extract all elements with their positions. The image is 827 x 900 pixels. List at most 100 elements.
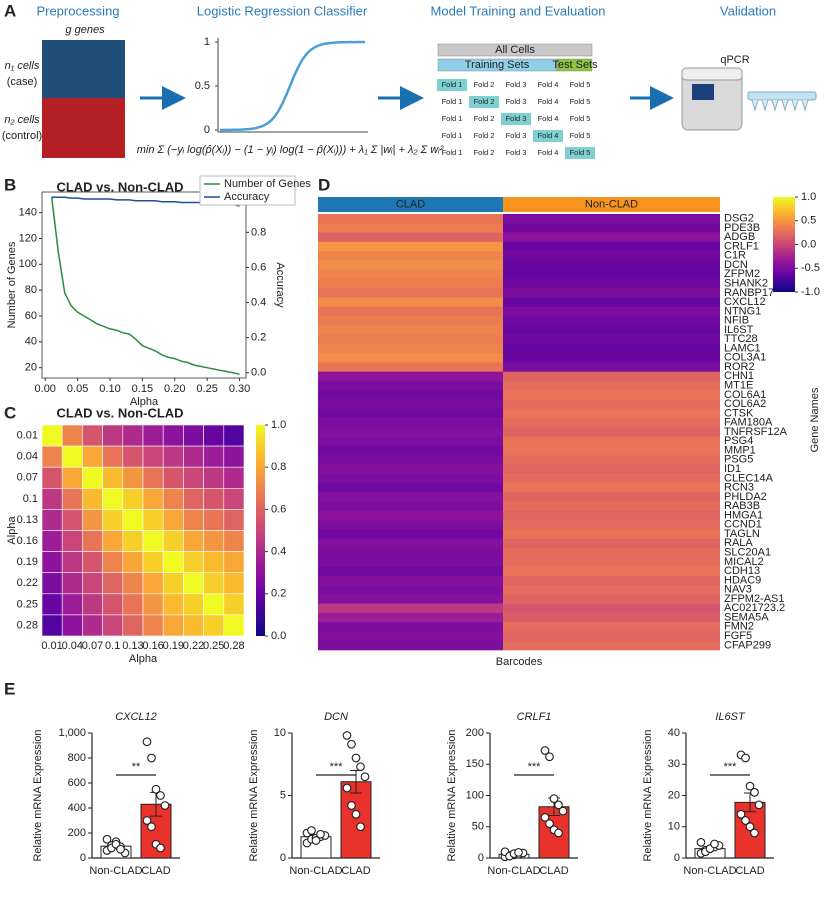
gene-label: AC021723.2 bbox=[724, 602, 785, 614]
y-tick-label: 0 bbox=[80, 852, 86, 864]
heatmap-cell bbox=[223, 487, 245, 510]
gene-label: MMP1 bbox=[724, 444, 756, 456]
y2-tick-label: 0.2 bbox=[251, 332, 266, 344]
case-block bbox=[42, 40, 125, 98]
heatmap-cell bbox=[503, 269, 720, 280]
y-tick-label: 5 bbox=[280, 789, 286, 801]
y-axis-label: Relative mRNA Expression bbox=[642, 729, 654, 861]
fold-label: Fold 5 bbox=[570, 131, 591, 140]
heatmap-cell bbox=[223, 509, 245, 531]
fold-highlight bbox=[469, 96, 499, 108]
y-tick-label: 1,000 bbox=[58, 727, 86, 739]
gene-label: RANBP17 bbox=[724, 287, 774, 299]
gene-label: CRLF1 bbox=[724, 240, 759, 252]
heatmap-cell bbox=[223, 530, 245, 552]
heatmap-cell bbox=[41, 614, 63, 637]
heatmap-cell bbox=[203, 593, 225, 616]
heatmap-cell bbox=[318, 241, 503, 252]
heatmap-cell bbox=[122, 614, 144, 637]
group-bar bbox=[503, 197, 720, 212]
data-point bbox=[147, 822, 156, 832]
heatmap-cell bbox=[318, 612, 503, 623]
heatmap-cell bbox=[183, 424, 204, 447]
heatmap-cell bbox=[503, 241, 720, 252]
heatmap-cell bbox=[223, 593, 245, 616]
heatmap-cell bbox=[183, 614, 204, 637]
heatmap-cell bbox=[183, 509, 204, 531]
heatmap-cell bbox=[318, 436, 503, 447]
heatmap-cell bbox=[503, 501, 720, 512]
y-tick-label: 0.13 bbox=[17, 514, 38, 526]
heatmap-cell bbox=[503, 408, 720, 419]
gene-label: C1R bbox=[724, 250, 746, 262]
heatmap-cell bbox=[203, 445, 225, 468]
colorbar-tick-label: 1.0 bbox=[271, 419, 286, 431]
gene-label: DCN bbox=[724, 259, 748, 271]
x-axis-label: Alpha bbox=[130, 396, 159, 408]
gene-label: COL6A1 bbox=[724, 389, 766, 401]
panel-letter: C bbox=[4, 403, 16, 422]
x-tick-label: 0.25 bbox=[203, 640, 224, 652]
heatmap-cell bbox=[82, 614, 103, 637]
y-tick-label: 0.19 bbox=[17, 556, 38, 568]
x-tick-label: 0.16 bbox=[142, 640, 163, 652]
heatmap-cell bbox=[503, 585, 720, 595]
heatmap-cell bbox=[503, 473, 720, 484]
heatmap-cell bbox=[503, 566, 720, 577]
group-label: CLAD bbox=[396, 198, 425, 210]
group-label: Non-CLAD bbox=[585, 198, 638, 210]
data-point bbox=[142, 737, 152, 747]
legend-label: Number of Genes bbox=[224, 178, 311, 190]
heatmap-cell bbox=[503, 575, 720, 586]
fold-label: Fold 4 bbox=[538, 131, 559, 140]
gene-label: PSG4 bbox=[724, 435, 753, 447]
x-tick-label: 0.04 bbox=[62, 640, 83, 652]
heatmap-cell bbox=[41, 466, 63, 489]
heatmap-cell bbox=[503, 223, 720, 233]
heatmap-cell bbox=[503, 334, 720, 345]
heatmap-cell bbox=[503, 483, 720, 493]
heatmap-cell bbox=[318, 585, 503, 595]
data-point bbox=[156, 791, 165, 800]
y-tick-label: 0.01 bbox=[17, 429, 38, 441]
gene-label: TTC28 bbox=[724, 333, 758, 345]
heatmap-cell bbox=[503, 297, 720, 308]
gene-label: CTSK bbox=[724, 407, 754, 419]
heatmap-cell bbox=[318, 297, 503, 308]
x-tick-label: Non-CLAD bbox=[289, 865, 342, 877]
data-point bbox=[754, 800, 764, 810]
heatmap-cell bbox=[318, 603, 503, 614]
data-point bbox=[741, 753, 750, 763]
heatmap-cell bbox=[503, 622, 720, 632]
heatmap-cell bbox=[318, 334, 503, 345]
y-axis-label: Relative mRNA Expression bbox=[446, 729, 458, 861]
heatmap-cell bbox=[503, 325, 720, 335]
heatmap-cell bbox=[122, 509, 144, 531]
heatmap-cell bbox=[142, 593, 164, 616]
fold-label: Fold 1 bbox=[442, 80, 463, 89]
heatmap-cell bbox=[142, 509, 164, 531]
heatmap-cell bbox=[503, 464, 720, 475]
heatmap-cell bbox=[503, 445, 720, 456]
heatmap-cell bbox=[318, 390, 503, 400]
y-tick-label: 0.07 bbox=[17, 472, 38, 484]
heatmap-cell bbox=[142, 572, 164, 595]
fold-label: Fold 3 bbox=[506, 97, 527, 106]
colorbar-tick-label: 0.0 bbox=[271, 630, 286, 642]
training-label: Training Sets bbox=[465, 59, 530, 71]
data-point bbox=[549, 794, 559, 803]
data-point bbox=[545, 819, 554, 828]
heatmap-cell bbox=[142, 466, 164, 489]
colorbar-tick-label: 0.8 bbox=[271, 461, 286, 473]
case-label: (case) bbox=[7, 76, 38, 88]
data-point bbox=[356, 822, 365, 832]
gene-label: HMGA1 bbox=[724, 509, 763, 521]
data-point bbox=[342, 783, 352, 793]
heatmap-cell bbox=[318, 640, 503, 651]
heatmap-cell bbox=[203, 530, 225, 552]
data-point bbox=[545, 752, 554, 762]
fold-label: Fold 1 bbox=[442, 114, 463, 123]
x-tick-label: CLAD bbox=[539, 865, 568, 877]
heatmap-cell bbox=[318, 464, 503, 475]
